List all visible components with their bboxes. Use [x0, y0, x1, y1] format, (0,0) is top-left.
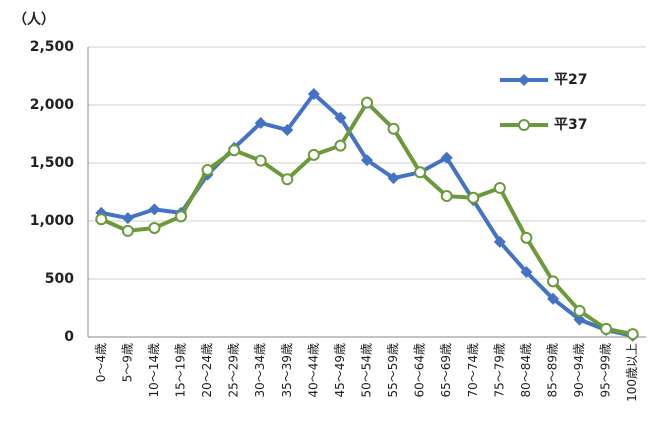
x-tick-label: 90～94歳 — [572, 343, 586, 398]
x-tick-label: 25～29歳 — [227, 343, 241, 398]
data-point — [95, 213, 108, 226]
y-axis-label: （人） — [13, 11, 55, 28]
data-point — [440, 190, 453, 203]
x-tick-label: 60～64歳 — [413, 343, 427, 398]
data-point — [307, 87, 320, 100]
y-tick-label: 2,000 — [30, 97, 75, 113]
data-point — [387, 172, 400, 185]
y-tick-label: 500 — [45, 271, 74, 287]
data-point — [307, 148, 320, 161]
data-point — [467, 191, 480, 204]
x-tick-label: 20～24歳 — [200, 343, 214, 398]
legend-label: 平37 — [554, 117, 587, 133]
data-point — [121, 212, 134, 225]
data-point — [148, 221, 161, 234]
data-point — [547, 275, 559, 288]
x-tick-label: 85～89歳 — [546, 343, 560, 398]
x-tick-label: 65～69歳 — [439, 343, 453, 398]
data-point — [148, 203, 161, 216]
data-point — [361, 154, 373, 167]
legend-label: 平27 — [554, 72, 587, 88]
data-point — [281, 173, 294, 186]
x-tick-label: 70～74歳 — [466, 343, 480, 398]
legend-marker — [518, 119, 530, 131]
y-tick-label: 1,500 — [30, 155, 75, 171]
data-point — [414, 166, 427, 179]
legend-marker — [518, 74, 530, 86]
data-point — [201, 163, 214, 176]
data-point — [334, 111, 347, 124]
data-point — [626, 328, 639, 341]
x-tick-label: 50～54歳 — [360, 343, 374, 398]
data-point — [440, 151, 453, 164]
x-tick-label: 5～9歳 — [120, 343, 134, 382]
y-tick-label: 2,500 — [30, 39, 75, 55]
x-tick-label: 45～49歳 — [333, 343, 347, 398]
data-point — [520, 231, 533, 244]
x-tick-label: 100歳以上 — [625, 343, 639, 402]
data-point — [175, 210, 187, 223]
x-tick-label: 15～19歳 — [174, 343, 188, 398]
x-tick-label: 55～59歳 — [386, 343, 400, 398]
data-point — [228, 144, 241, 157]
x-tick-label: 95～99歳 — [599, 343, 613, 398]
data-point — [573, 304, 586, 317]
data-point — [520, 266, 533, 279]
data-point — [547, 292, 559, 305]
y-tick-label: 0 — [64, 329, 74, 345]
data-point — [573, 313, 586, 326]
x-tick-label: 35～39歳 — [280, 343, 294, 398]
data-point — [600, 322, 613, 335]
data-point — [254, 154, 267, 167]
data-point — [493, 181, 506, 194]
y-tick-label: 1,000 — [30, 213, 75, 229]
x-tick-label: 40～44歳 — [306, 343, 320, 398]
data-point — [281, 123, 294, 136]
data-point — [387, 122, 400, 135]
x-tick-label: 0～4歳 — [94, 343, 108, 382]
data-point — [254, 116, 267, 129]
x-tick-label: 10～14歳 — [147, 343, 161, 398]
data-point — [121, 224, 134, 237]
data-point — [334, 139, 347, 152]
data-point — [361, 96, 373, 109]
x-tick-label: 75～79歳 — [492, 343, 506, 398]
data-point — [493, 235, 506, 248]
x-tick-label: 80～84歳 — [519, 343, 533, 398]
x-tick-label: 30～34歳 — [253, 343, 267, 398]
